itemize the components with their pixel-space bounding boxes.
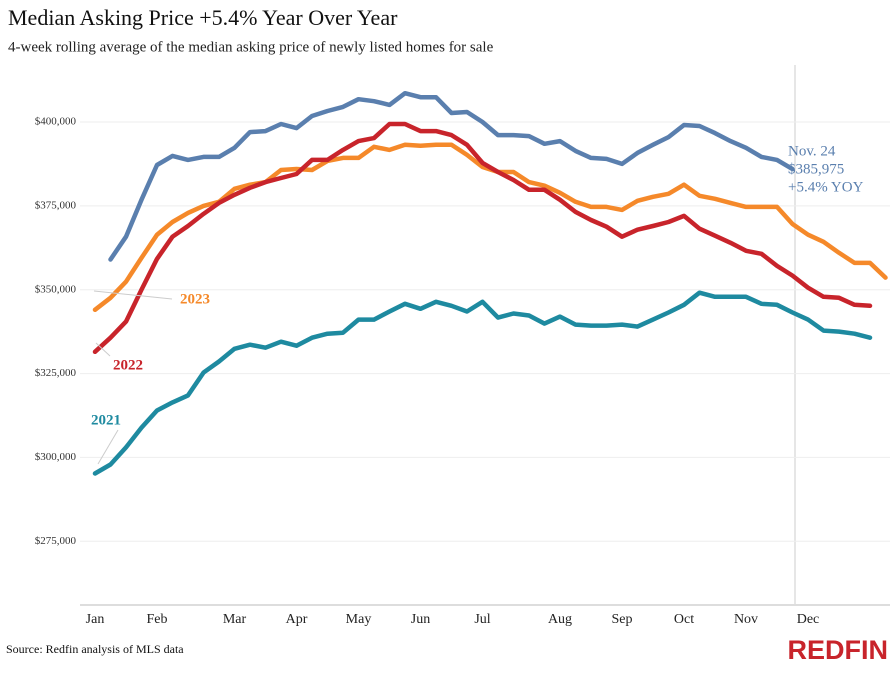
chart-title: Median Asking Price +5.4% Year Over Year: [8, 5, 398, 30]
x-tick-label: Mar: [223, 612, 247, 627]
plot-area: $275,000 $300,000 $325,000 $350,000 $375,000…: [35, 90, 890, 627]
x-tick-label: Nov: [734, 612, 758, 627]
source: Source: Redfin analysis of MLS data: [6, 642, 184, 656]
x-tick-label: Jan: [86, 612, 105, 627]
annotation: Nov. 24: [788, 143, 836, 159]
annotation: $385,975: [788, 161, 844, 177]
y-tick-label: $325,000: [35, 367, 77, 379]
y-tick-label: $300,000: [35, 451, 77, 463]
y-tick-label: $375,000: [35, 199, 77, 211]
x-tick-label: Dec: [797, 612, 820, 627]
series-label: 2022: [113, 357, 143, 373]
series-line: [108, 90, 795, 262]
x-tick-label: May: [346, 612, 372, 627]
x-tick-label: Sep: [612, 612, 633, 627]
x-tick-label: Feb: [147, 612, 168, 627]
y-tick-label: $275,000: [35, 535, 77, 547]
x-tick-label: Jul: [474, 612, 490, 627]
x-tick-label: Oct: [674, 612, 694, 627]
leader-line: [97, 429, 119, 465]
leader-line: [95, 342, 111, 357]
series-line: [92, 290, 873, 476]
x-tick-label: Aug: [548, 612, 572, 627]
x-tick-label: Apr: [286, 612, 308, 627]
annotation: +5.4% YOY: [788, 179, 864, 195]
y-tick-label: $350,000: [35, 283, 77, 295]
series-label: 2021: [91, 412, 121, 428]
y-tick-label: $400,000: [35, 116, 77, 128]
x-tick-label: Jun: [411, 612, 430, 627]
logo: REDFIN: [788, 635, 889, 665]
leader-line: [93, 290, 173, 300]
series-line: [92, 121, 873, 355]
chart-subtitle: 4-week rolling average of the median ask…: [8, 39, 494, 55]
series-label: 2023: [180, 291, 210, 307]
